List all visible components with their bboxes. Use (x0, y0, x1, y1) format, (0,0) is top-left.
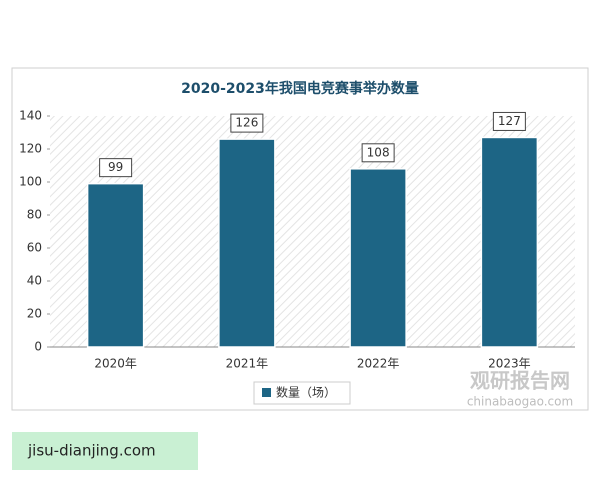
bar (218, 138, 276, 348)
bar (480, 136, 539, 348)
data-label: 108 (367, 145, 390, 159)
x-tick-label: 2021年 (226, 357, 269, 371)
legend-swatch (262, 388, 271, 397)
y-tick-label: 100 (19, 175, 42, 189)
y-tick-label: 20 (27, 307, 42, 321)
data-label-box (492, 111, 526, 131)
data-label-box (99, 158, 133, 178)
data-label: 126 (235, 116, 258, 130)
watermark-name: 观研报告网 (470, 369, 570, 393)
bar (349, 168, 407, 348)
chart-title: 2020-2023年我国电竞赛事举办数量 (181, 80, 419, 97)
x-tick-label: 2020年 (94, 357, 137, 371)
legend-label: 数量（场） (276, 385, 336, 400)
data-label: 99 (108, 160, 123, 174)
data-label-box (361, 143, 395, 163)
x-tick-label: 2022年 (357, 357, 400, 371)
y-tick-label: 140 (19, 109, 42, 123)
footer-box (12, 432, 198, 470)
y-tick-label: 0 (34, 340, 42, 354)
x-tick-label: 2023年 (488, 357, 531, 371)
legend-box (253, 381, 351, 405)
data-label: 127 (498, 114, 521, 128)
y-tick-label: 120 (19, 142, 42, 156)
y-tick-label: 60 (27, 241, 42, 255)
data-label-box (230, 113, 264, 133)
bar (86, 182, 145, 348)
y-tick-label: 80 (27, 208, 42, 222)
watermark-url: chinabaogao.com (467, 395, 573, 409)
y-tick-label: 40 (27, 274, 42, 288)
footer-text: jisu-dianjing.com (27, 442, 156, 460)
